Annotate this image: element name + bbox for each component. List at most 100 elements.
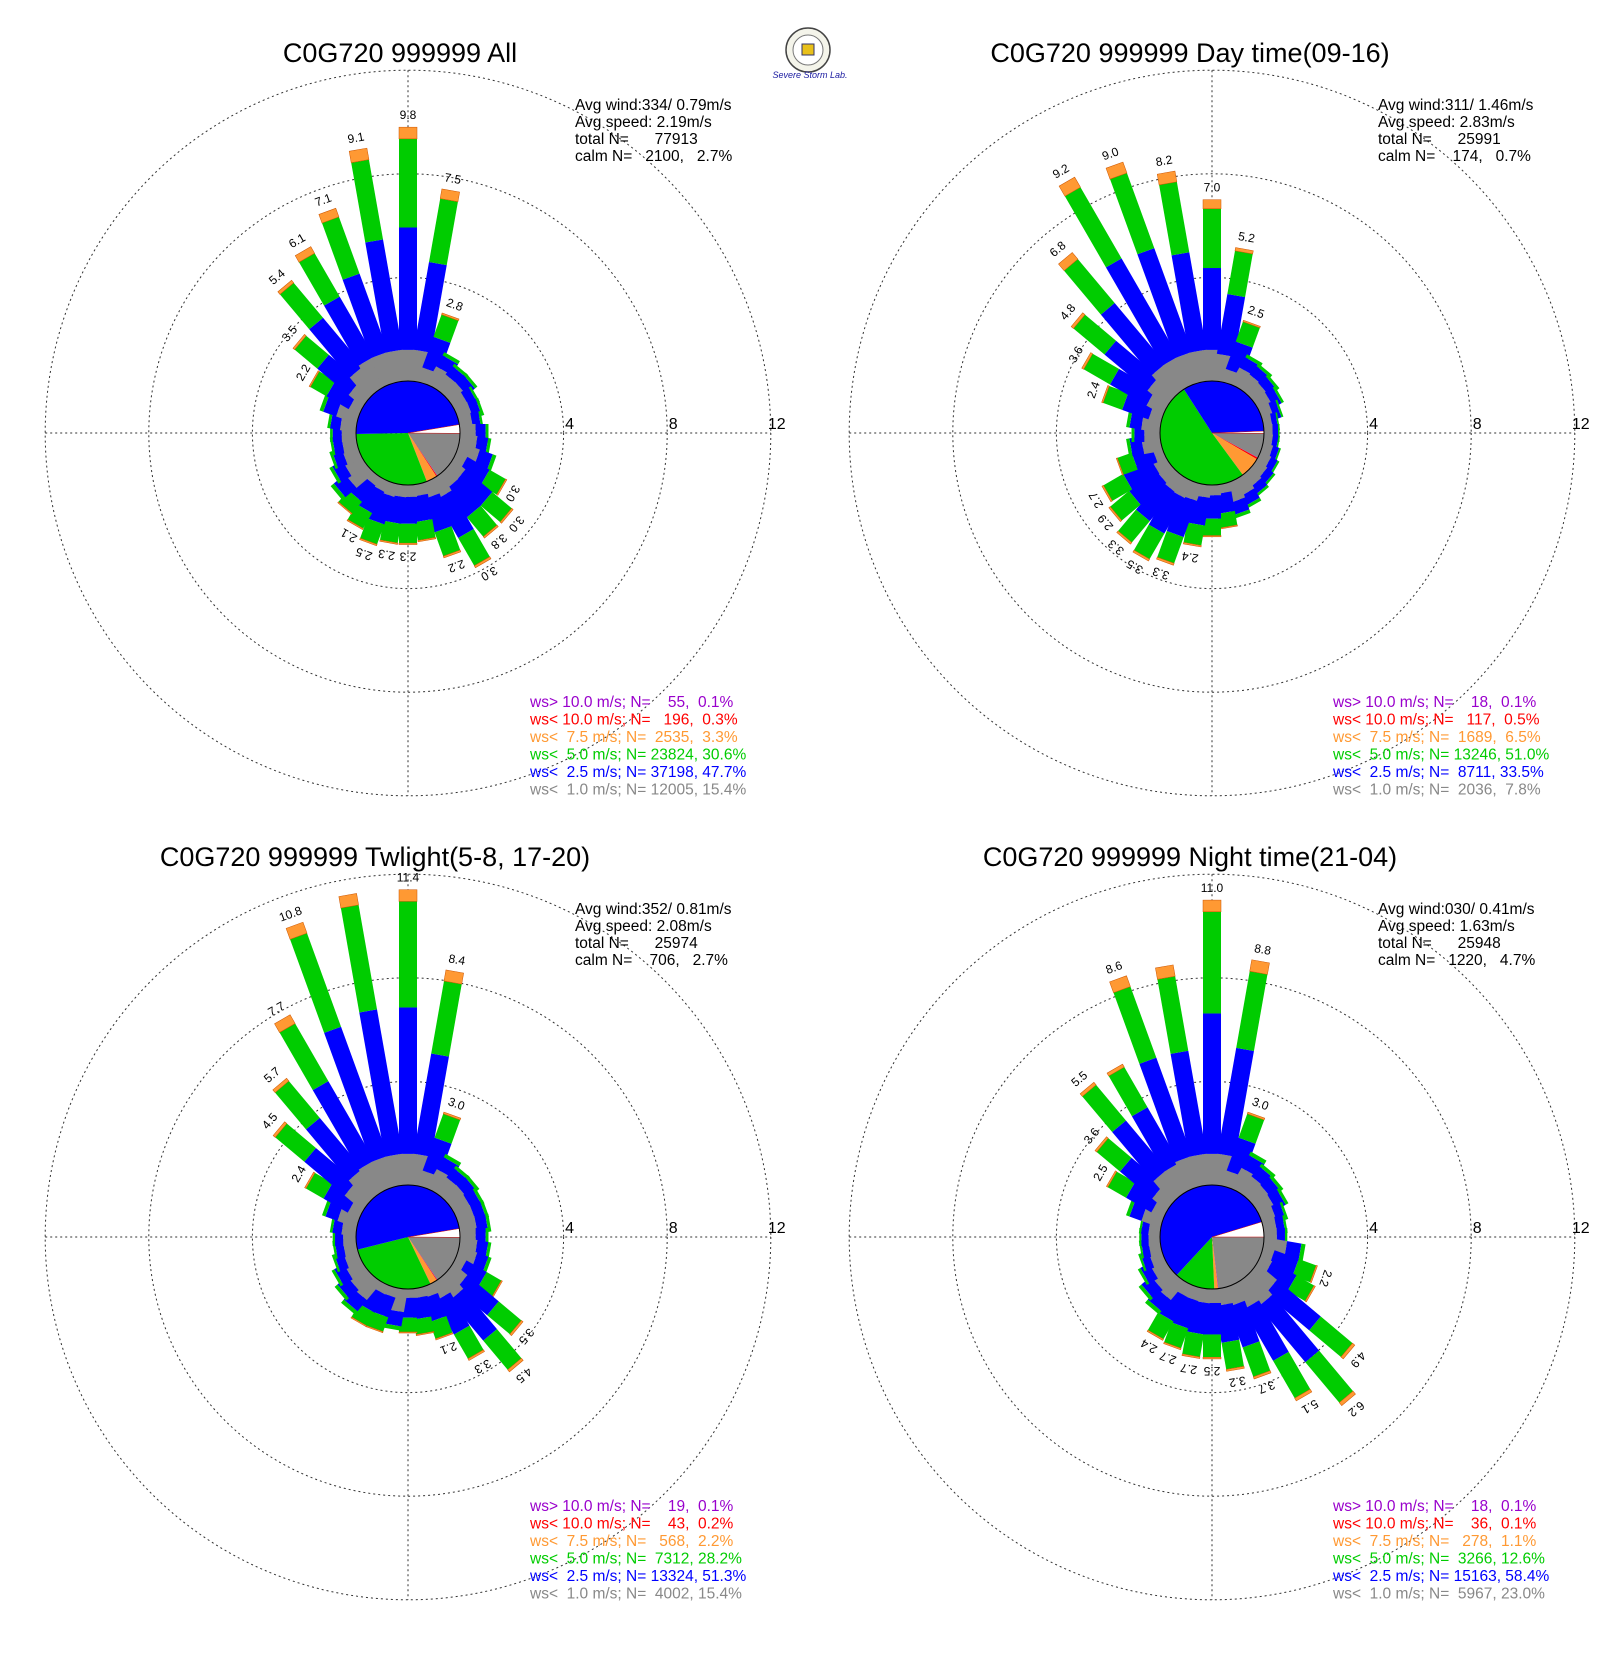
bar-segment-green (1269, 1175, 1284, 1191)
bar-segment-green (399, 901, 417, 1008)
bar-label: 5.5 (1068, 1068, 1090, 1090)
bar-segment-orange (507, 1357, 524, 1373)
bar-segment-green (443, 1153, 462, 1167)
bar-segment-orange (1252, 1370, 1272, 1380)
bar-segment-orange (398, 889, 418, 902)
bar-segment-blue (1123, 458, 1160, 490)
bar-segment-blue (422, 336, 451, 374)
direction-bar (272, 1077, 382, 1203)
bar-label: 9.2 (1050, 161, 1072, 182)
bar-segment-green (1164, 1322, 1189, 1349)
bar-segment-orange (1109, 975, 1131, 994)
bar-segment-blue (1215, 1302, 1240, 1343)
bar-segment-orange (304, 1171, 316, 1189)
bar-label: 4.8 (1057, 301, 1079, 323)
bar-segment-orange (346, 519, 364, 530)
bar-segment-green (1203, 518, 1221, 536)
bar-segment-blue (1128, 469, 1167, 505)
direction-bar (1058, 176, 1194, 393)
bar-segment-green (1292, 1258, 1317, 1283)
direction-bar (1221, 1282, 1272, 1380)
bar-segment-blue (413, 1053, 449, 1157)
legend-entry-gray: ws< 1.0 m/s; N= 2036, 7.8% (1332, 782, 1541, 799)
pie-slice-orange (1212, 1237, 1218, 1289)
legend-entry-orange: ws< 7.5 m/s; N= 1689, 6.5% (1332, 729, 1541, 746)
bar-segment-gray (426, 1168, 453, 1197)
bar-segment-green (1133, 524, 1165, 560)
bar-segment-blue (304, 1147, 357, 1196)
pie-slice-red (408, 1237, 438, 1281)
bar-segment-green (360, 518, 385, 545)
bar-segment-green (1138, 1284, 1153, 1301)
bar-segment-green (275, 1081, 320, 1130)
direction-bar (1155, 964, 1212, 1188)
legend-entry-blue: ws< 2.5 m/s; N= 13324, 51.3% (529, 1568, 746, 1585)
bar-segment-blue (422, 1137, 452, 1177)
bar-segment-green (1107, 1171, 1136, 1198)
bar-segment-green (442, 352, 460, 365)
bar-segment-green (319, 393, 330, 412)
bar-label: 2.3 (399, 550, 416, 564)
bar-segment-green (466, 505, 498, 537)
bar-segment-blue (434, 1292, 470, 1335)
bar-segment-green (1221, 1339, 1244, 1370)
legend-entry-purple: ws> 10.0 m/s; N= 18, 0.1% (1332, 1498, 1537, 1515)
pie-outline (355, 1184, 461, 1290)
pie-slice-purple (408, 433, 438, 477)
bar-segment-orange (1058, 252, 1079, 272)
bar-segment-green (329, 466, 342, 484)
bar-segment-green (1118, 509, 1150, 543)
bar-segment-green (1096, 1138, 1132, 1172)
bar-label: 3.3 (472, 1356, 494, 1377)
bar-segment-blue (1203, 1013, 1221, 1154)
ring-label: 12 (768, 416, 786, 433)
bar-segment-green (483, 1329, 522, 1370)
pie-slice-orange (408, 433, 437, 482)
bar-segment-orange (277, 279, 295, 295)
bar-segment-gray (384, 1153, 408, 1188)
bar-segment-blue (422, 493, 452, 533)
bar-segment-green (1073, 314, 1117, 355)
bar-label: 2.5 (353, 544, 374, 563)
pie-slice-purple (408, 1237, 438, 1281)
bar-segment-blue (1135, 480, 1175, 522)
bar-segment-green (299, 253, 340, 306)
bar-segment-orange (338, 893, 359, 909)
bar-label: 6.1 (286, 230, 308, 251)
bar-segment-green (1256, 363, 1273, 378)
pie-outline (355, 380, 461, 486)
pie-outline (1159, 1184, 1265, 1290)
ring-label: 12 (1572, 1220, 1590, 1237)
stats-line: total N= 25948 (1378, 935, 1501, 952)
bar-segment-blue (359, 1285, 386, 1313)
stats-line: Avg speed: 2.19m/s (575, 114, 712, 131)
bar-label: 3.0 (478, 563, 500, 584)
bar-segment-green (434, 1113, 461, 1144)
bar-segment-gray (344, 1181, 374, 1211)
ring-label: 4 (565, 416, 574, 433)
stats-line: total N= 77913 (575, 131, 698, 148)
bar-segment-orange (1156, 556, 1175, 566)
bar-segment-orange (509, 1320, 524, 1336)
stats-line: total N= 25991 (1378, 131, 1501, 148)
bar-segment-gray (1188, 349, 1212, 384)
bar-segment-orange (1340, 1342, 1356, 1360)
logo-text: Severe Storm Lab. (772, 70, 847, 80)
bar-label: 6.2 (1345, 1398, 1367, 1420)
bar-segment-orange (442, 1111, 462, 1121)
bar-label: 2.2 (1316, 1268, 1335, 1289)
bar-segment-green (486, 454, 497, 473)
bar-segment-orange (1106, 1170, 1118, 1188)
bar-segment-green (1113, 986, 1157, 1064)
legend-entry-orange: ws< 7.5 m/s; N= 568, 2.2% (529, 1533, 734, 1550)
legend-entry-blue: ws< 2.5 m/s; N= 37198, 47.7% (529, 764, 746, 781)
bar-segment-orange (1249, 959, 1270, 975)
wind-rose-panel: C0G720 999999 Day time(09-16) 4 8 12 7.0 5.2 2… (848, 38, 1590, 799)
bar-segment-green (487, 1301, 522, 1335)
wind-rose-panel: C0G720 999999 Twlight(5-8, 17-20) 4 8 12 11.… (44, 842, 786, 1603)
bar-segment-orange (1294, 1388, 1313, 1402)
bar-segment-green (1183, 522, 1205, 546)
bar-segment-gray (384, 349, 408, 384)
bar-label: 5.4 (266, 266, 288, 288)
